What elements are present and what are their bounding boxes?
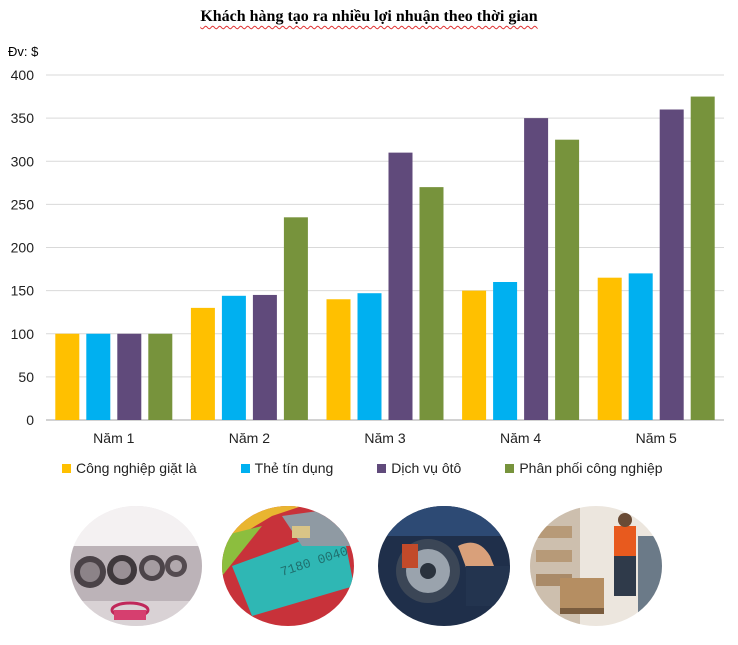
bar: [221, 295, 246, 420]
legend-label: Công nghiệp giặt là: [76, 460, 197, 476]
bar: [659, 109, 684, 420]
x-tick-label: Năm 3: [364, 430, 405, 446]
unit-label: Đv: $: [8, 44, 39, 59]
bar: [190, 307, 215, 420]
x-tick-label: Năm 5: [636, 430, 677, 446]
y-tick-label: 100: [11, 326, 35, 342]
bar: [628, 273, 653, 420]
bar: [86, 333, 111, 420]
laundry-machines-photo: [70, 506, 202, 626]
y-tick-label: 150: [11, 283, 35, 299]
legend-swatch: [505, 463, 515, 473]
y-tick-label: 300: [11, 153, 35, 169]
bar: [493, 282, 518, 420]
y-tick-label: 250: [11, 196, 35, 212]
bar: [462, 290, 487, 420]
bar: [252, 294, 277, 420]
legend-item: Thẻ tín dụng: [240, 460, 334, 476]
warehouse-worker-photo: [530, 506, 662, 626]
x-tick-label: Năm 1: [93, 430, 134, 446]
legend: Công nghiệp giặt là Thẻ tín dụng Dịch vụ ô…: [62, 458, 707, 478]
legend-item: Dịch vụ ôtô: [377, 460, 461, 476]
bar: [148, 333, 173, 420]
bar: [283, 217, 308, 420]
bar: [357, 293, 382, 420]
bar: [117, 333, 142, 420]
legend-item: Công nghiệp giặt là: [62, 460, 197, 476]
bar: [690, 96, 715, 420]
x-tick-label: Năm 2: [229, 430, 270, 446]
bar: [55, 333, 80, 420]
bar: [388, 152, 413, 420]
bars: [55, 96, 715, 420]
bar: [555, 139, 580, 420]
credit-cards-photo: 7180 0040: [222, 506, 354, 626]
legend-swatch: [62, 463, 71, 473]
legend-label: Phân phối công nghiệp: [519, 460, 663, 476]
legend-item: Phân phối công nghiệp: [505, 460, 663, 476]
y-tick-label: 0: [26, 412, 34, 428]
y-axis-ticks: 0 50 100 150 200 250 300 350 400: [11, 67, 35, 428]
legend-swatch: [377, 463, 387, 473]
y-tick-label: 350: [11, 110, 35, 126]
chart-title: Khách hàng tạo ra nhiều lợi nhuận theo t…: [200, 8, 538, 25]
grid-lines: [46, 74, 724, 421]
legend-swatch: [240, 463, 250, 473]
legend-label: Thẻ tín dụng: [254, 460, 334, 476]
bar: [326, 299, 351, 420]
bar: [524, 118, 549, 420]
bar-chart: 0 50 100 150 200 250 300 350 400 Năm 1 Năm 2 Năm 3…: [11, 67, 724, 446]
x-axis-ticks: Năm 1 Năm 2 Năm 3 Năm 4 Năm 5: [93, 430, 677, 446]
x-tick-label: Năm 4: [500, 430, 541, 446]
y-tick-label: 400: [11, 67, 35, 83]
bar: [419, 187, 444, 420]
y-tick-label: 200: [11, 240, 35, 256]
y-tick-label: 50: [18, 369, 34, 385]
bar: [597, 277, 622, 420]
legend-label: Dịch vụ ôtô: [391, 460, 462, 476]
car-brake-repair-photo: [378, 506, 510, 626]
